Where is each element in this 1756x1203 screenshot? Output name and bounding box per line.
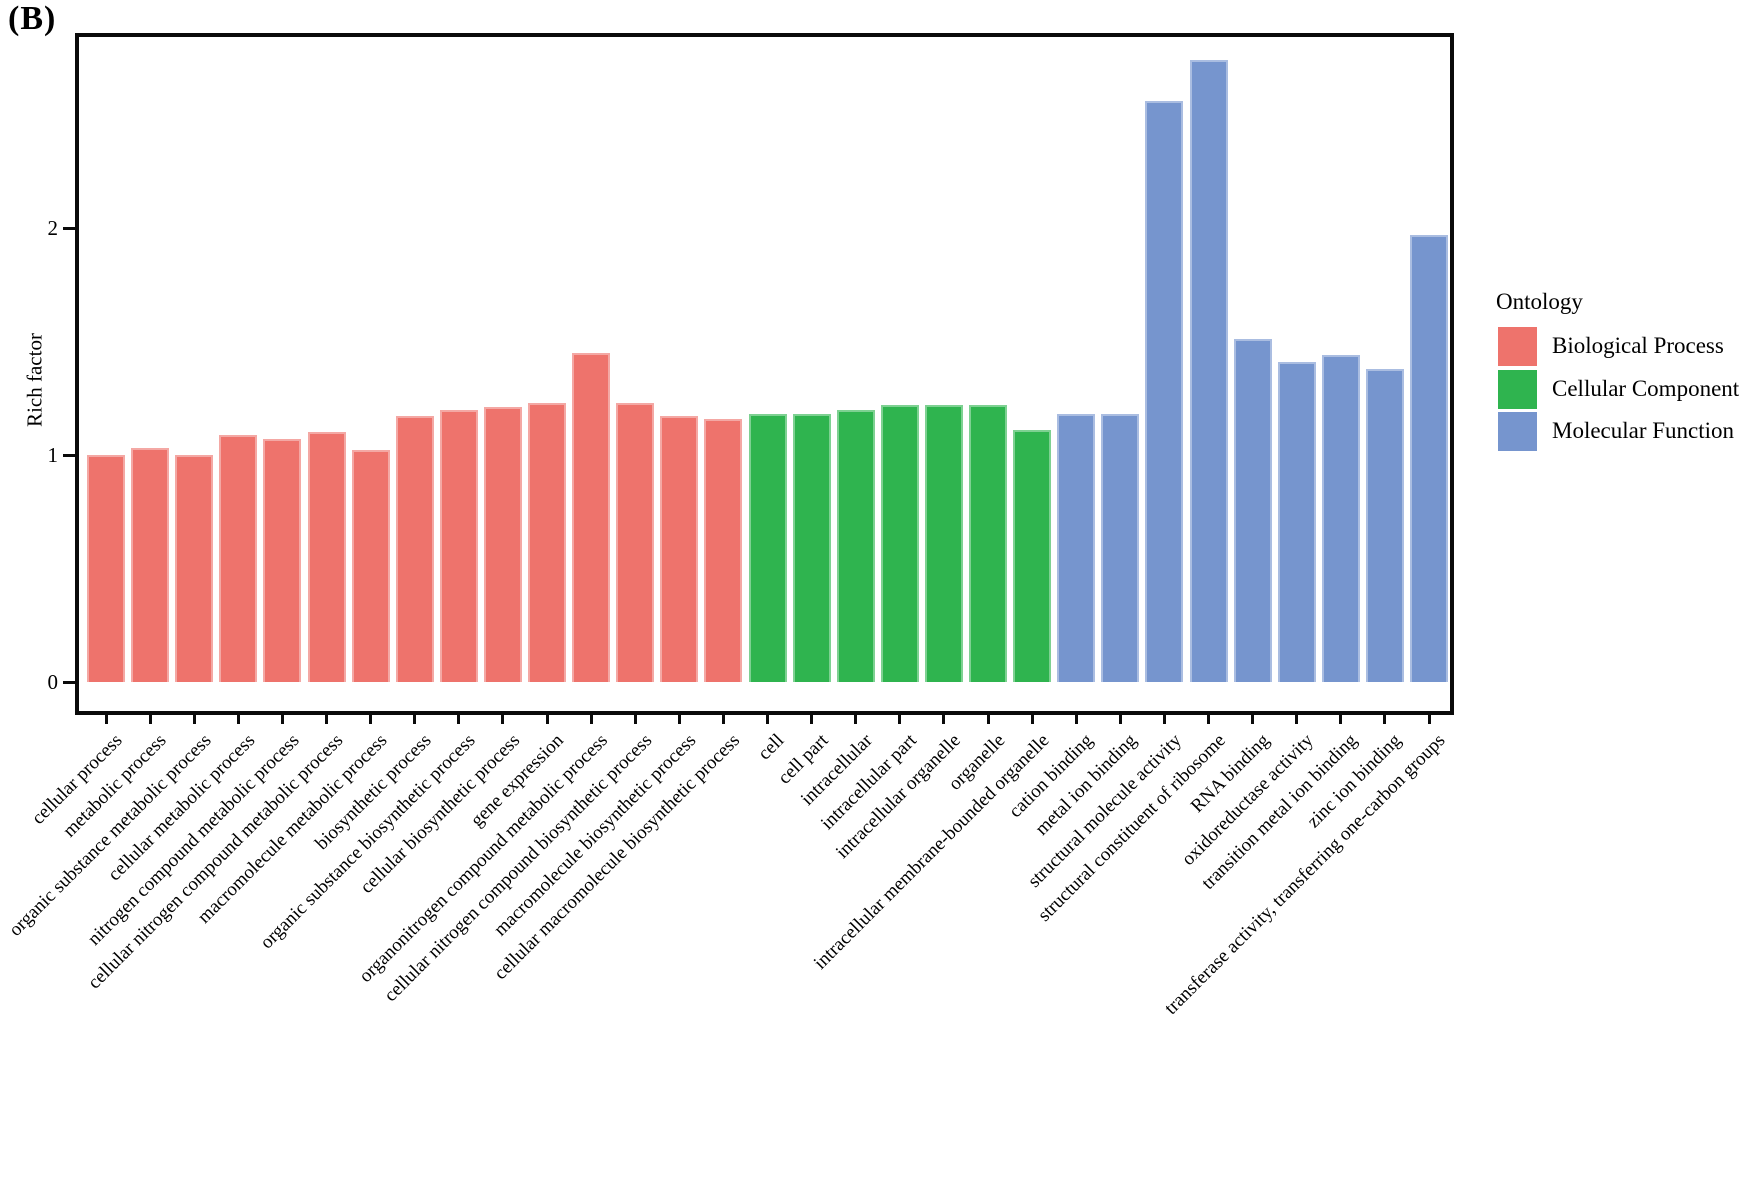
bar-cellular-metabolic-process <box>219 435 258 682</box>
bar-cellular-macromolecule-biosynthetic-process <box>704 419 743 682</box>
x-tick-mark <box>721 715 725 724</box>
x-tick-mark <box>1030 715 1034 724</box>
bar-organonitrogen-compound-metabolic-process <box>572 353 611 682</box>
x-tick-mark <box>986 715 990 724</box>
x-tick-mark <box>810 715 814 724</box>
bar-structural-constituent-of-ribosome <box>1189 60 1228 682</box>
bar-organelle <box>969 405 1007 682</box>
y-tick-label-0: 0 <box>47 670 59 694</box>
legend-label-cellular-component: Cellular Component <box>1552 375 1740 401</box>
legend-item-biological-process: Biological Process <box>1496 326 1724 369</box>
bar-metal-ion-binding <box>1101 414 1140 682</box>
x-tick-mark <box>1207 715 1210 724</box>
x-tick-mark <box>457 715 461 724</box>
bar-organic-substance-biosynthetic-process <box>439 410 478 682</box>
x-tick-mark <box>104 715 108 724</box>
x-tick-mark <box>369 715 373 724</box>
x-tick-mark <box>1118 715 1122 724</box>
x-tick-mark <box>1427 715 1431 724</box>
bar-gene-expression <box>528 403 566 682</box>
bar-cellular-biosynthetic-process <box>483 407 522 682</box>
bar-macromolecule-biosynthetic-process <box>660 416 699 682</box>
x-tick-mark <box>1295 715 1299 724</box>
x-tick-mark <box>633 715 637 724</box>
bar-intracellular-membrane-bounded-organelle <box>1013 430 1052 682</box>
x-tick-mark <box>1074 715 1078 724</box>
bar-zinc-ion-binding <box>1365 369 1404 682</box>
x-tick-mark <box>898 715 902 724</box>
x-tick-mark <box>545 715 549 724</box>
bar-structural-molecule-activity <box>1145 101 1184 682</box>
bar-transferase-activity-transferring-one-carbon-groups <box>1410 235 1448 682</box>
bar-intracellular-organelle <box>924 405 963 682</box>
legend-label-biological-process: Biological Process <box>1552 333 1724 358</box>
legend-label-molecular-function: Molecular Function <box>1552 418 1735 443</box>
x-tick-mark <box>192 715 196 724</box>
bar-intracellular-part <box>880 405 919 682</box>
x-tick-mark <box>766 715 769 724</box>
y-tick-label-1: 1 <box>47 443 59 467</box>
legend: Ontology Biological Process Cellular Comp… <box>1496 289 1739 454</box>
x-tick-mark <box>1339 715 1343 724</box>
bar-intracellular <box>836 410 875 682</box>
x-tick-mark <box>1162 715 1166 724</box>
bar-organic-substance-metabolic-process <box>175 455 214 682</box>
figure-label: (B) <box>8 0 57 37</box>
x-tick-label-cell: cell <box>754 730 789 765</box>
bar-rna-binding <box>1233 339 1272 682</box>
bar-metabolic-process <box>131 448 170 682</box>
bar-biosynthetic-process <box>395 416 434 682</box>
x-tick-mark <box>942 715 946 724</box>
x-tick-mark <box>1383 715 1387 724</box>
legend-title: Ontology <box>1496 289 1583 314</box>
bar-cellular-nitrogen-compound-metabolic-process <box>307 432 346 682</box>
y-tick-label-2: 2 <box>47 216 59 240</box>
y-tick-mark <box>63 454 76 457</box>
bar-transition-metal-ion-binding <box>1321 355 1360 682</box>
x-tick-mark <box>501 715 505 724</box>
legend-item-cellular-component: Cellular Component <box>1496 369 1739 412</box>
y-tick-mark <box>63 227 76 230</box>
legend-item-molecular-function: Molecular Function <box>1496 411 1734 454</box>
x-tick-mark <box>413 715 417 724</box>
y-tick-mark <box>63 681 76 684</box>
bar-cation-binding <box>1057 414 1096 682</box>
bar-macromolecule-metabolic-process <box>351 450 390 682</box>
x-tick-mark <box>325 715 328 724</box>
bar-cell-part <box>792 414 831 682</box>
bar-cell <box>748 414 787 682</box>
bar-cellular-nitrogen-compound-biosynthetic-process <box>616 403 655 682</box>
y-axis-title: Rich factor <box>22 333 47 427</box>
legend-swatch-cellular-component <box>1498 369 1537 409</box>
legend-swatch-biological-process <box>1498 327 1537 366</box>
x-tick-mark <box>854 715 858 724</box>
x-tick-mark <box>280 715 284 724</box>
x-tick-mark <box>1251 715 1255 724</box>
bar-nitrogen-compound-metabolic-process <box>263 439 302 682</box>
x-tick-mark <box>589 715 593 724</box>
bar-oxidoreductase-activity <box>1277 362 1316 682</box>
legend-rows: Biological Process Cellular Component Mole… <box>1496 326 1739 454</box>
x-tick-mark <box>677 715 681 724</box>
legend-swatch-molecular-function <box>1498 412 1537 451</box>
bar-cellular-process <box>87 455 125 682</box>
x-tick-mark <box>148 715 152 724</box>
x-tick-mark <box>236 715 240 724</box>
